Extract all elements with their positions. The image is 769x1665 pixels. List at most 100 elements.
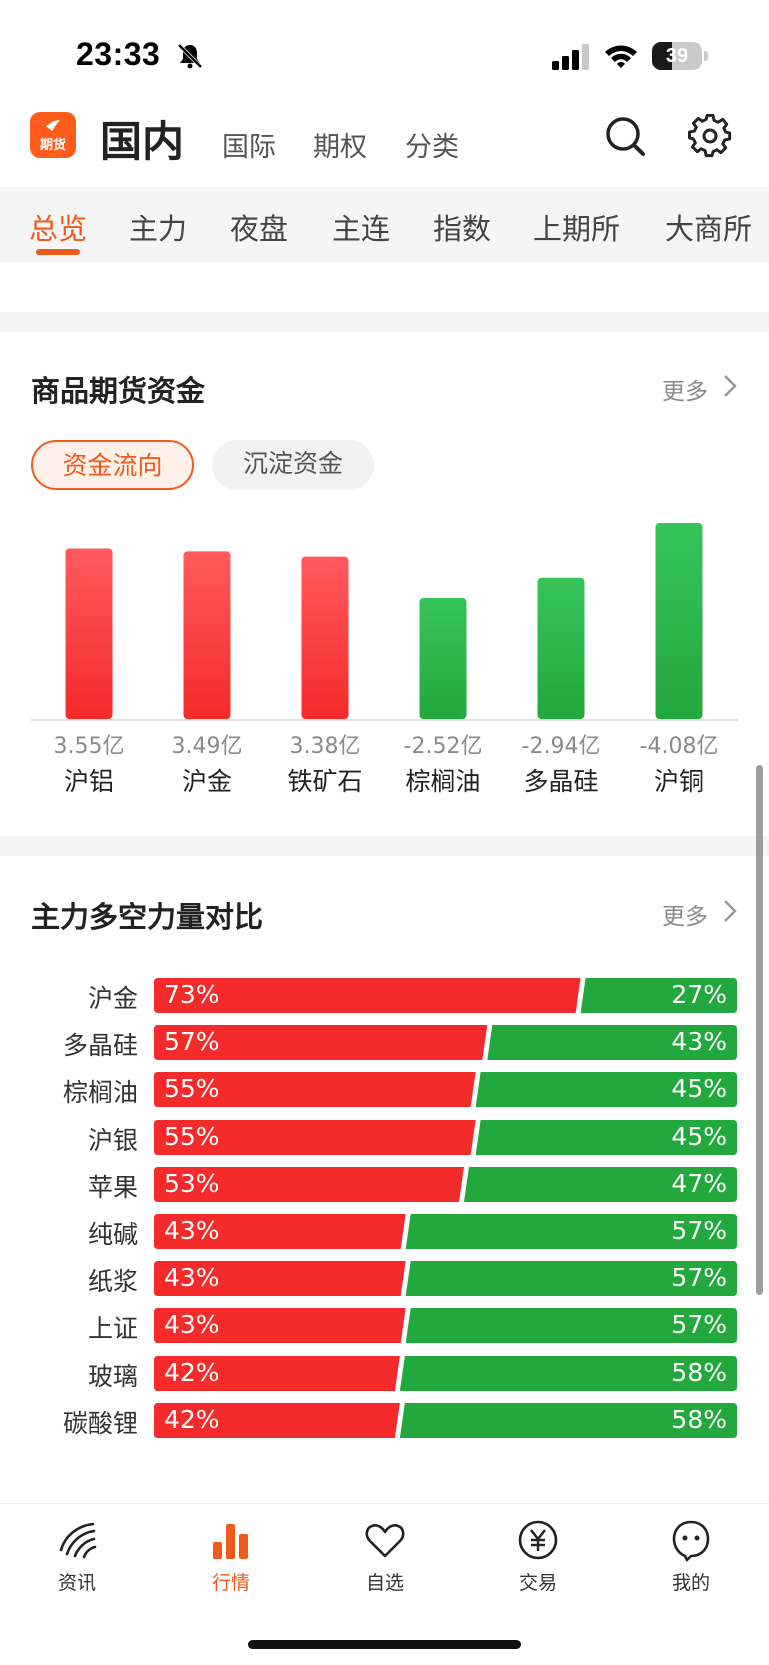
tab-options[interactable]: 期权 xyxy=(313,132,367,163)
bell-muted-icon xyxy=(177,43,203,69)
long-percent: 55% xyxy=(164,1122,220,1151)
short-bar-segment xyxy=(580,978,737,1013)
commodity-label: 纸浆 xyxy=(87,1267,138,1296)
bar-category-label: 棕榈油 xyxy=(405,767,480,796)
long-bar-segment xyxy=(154,1356,400,1391)
battery-level: 39 xyxy=(665,45,689,67)
short-percent: 45% xyxy=(671,1074,727,1103)
short-bar-segment xyxy=(487,1025,737,1060)
short-bar-segment xyxy=(475,1120,737,1155)
short-percent: 57% xyxy=(671,1263,727,1292)
commodity-label: 上证 xyxy=(87,1314,138,1343)
long-bar-segment xyxy=(154,978,581,1013)
short-bar-segment xyxy=(463,1167,737,1202)
tab-continuous[interactable]: 主连 xyxy=(332,212,391,246)
tab-categories[interactable]: 分类 xyxy=(405,132,459,163)
chart-bar[interactable] xyxy=(301,556,349,719)
search-icon[interactable] xyxy=(603,114,647,158)
nav-label: 我的 xyxy=(671,1572,710,1594)
wifi-icon xyxy=(605,45,637,68)
nav-label: 行情 xyxy=(211,1572,250,1594)
long-percent: 55% xyxy=(164,1074,220,1103)
short-percent: 57% xyxy=(671,1310,727,1339)
long-percent: 53% xyxy=(164,1169,220,1198)
page-title-domestic[interactable]: 国内 xyxy=(100,117,185,166)
tab-dce[interactable]: 大商所 xyxy=(665,212,753,246)
fund-more-link[interactable]: 更多 xyxy=(662,379,708,405)
bar-value-label: 3.38亿 xyxy=(290,734,361,759)
long-short-bar[interactable] xyxy=(154,1025,737,1060)
chart-bar[interactable] xyxy=(655,523,703,719)
yuan-icon xyxy=(518,1520,558,1560)
nav-label: 资讯 xyxy=(57,1572,96,1594)
short-percent: 58% xyxy=(671,1358,727,1387)
long-short-bar[interactable] xyxy=(154,1356,737,1391)
short-bar-segment xyxy=(399,1403,737,1438)
battery-level-fill xyxy=(652,42,672,70)
commodity-label: 玻璃 xyxy=(87,1362,138,1391)
tab-overview[interactable]: 总览 xyxy=(29,212,88,246)
short-percent: 47% xyxy=(671,1169,727,1198)
chart-bar[interactable] xyxy=(65,548,113,719)
nav-profile[interactable]: 我的 xyxy=(646,1518,736,1595)
nav-market[interactable]: 行情 xyxy=(186,1518,276,1595)
long-short-bar[interactable] xyxy=(154,978,737,1013)
long-percent: 42% xyxy=(164,1405,220,1434)
short-percent: 57% xyxy=(671,1216,727,1245)
long-short-bar[interactable] xyxy=(154,1403,737,1438)
chevron-right-icon[interactable] xyxy=(723,899,737,923)
tab-main[interactable]: 主力 xyxy=(129,212,188,246)
ratio-more-link[interactable]: 更多 xyxy=(662,904,708,930)
short-bar-segment xyxy=(475,1072,737,1107)
ratio-section-title: 主力多空力量对比 xyxy=(31,900,264,934)
long-short-bar[interactable] xyxy=(154,1120,737,1155)
long-bar-segment xyxy=(154,1120,476,1155)
short-bar-segment xyxy=(405,1214,737,1249)
market-chart-icon xyxy=(213,1524,248,1559)
bar-value-label: -2.94亿 xyxy=(522,734,601,759)
home-indicator[interactable] xyxy=(248,1640,521,1649)
long-percent: 43% xyxy=(164,1263,220,1292)
long-short-bar[interactable] xyxy=(154,1308,737,1343)
chevron-right-icon[interactable] xyxy=(723,374,737,398)
long-percent: 43% xyxy=(164,1310,220,1339)
section-divider xyxy=(0,836,769,856)
tab-international[interactable]: 国际 xyxy=(222,132,276,163)
tab-shfe[interactable]: 上期所 xyxy=(533,212,621,246)
long-short-bar[interactable] xyxy=(154,1214,737,1249)
app-logo[interactable]: 期货 xyxy=(30,112,76,158)
short-percent: 45% xyxy=(671,1122,727,1151)
long-bar-segment xyxy=(154,1214,406,1249)
commodity-label: 碳酸锂 xyxy=(62,1409,138,1438)
commodity-label: 苹果 xyxy=(87,1173,138,1202)
nav-watchlist[interactable]: 自选 xyxy=(340,1518,430,1595)
chart-bar[interactable] xyxy=(419,597,467,719)
chart-bar[interactable] xyxy=(537,577,585,719)
nav-trade[interactable]: 交易 xyxy=(493,1518,583,1595)
nav-news[interactable]: 资讯 xyxy=(32,1518,122,1595)
tab-index[interactable]: 指数 xyxy=(433,212,492,246)
commodity-label: 纯碱 xyxy=(87,1220,138,1249)
profile-icon xyxy=(672,1520,710,1562)
pill-fund-flow[interactable]: 资金流向 xyxy=(31,440,194,490)
pill-settled-funds[interactable]: 沉淀资金 xyxy=(212,440,374,490)
long-short-bar[interactable] xyxy=(154,1261,737,1296)
bar-value-label: 3.55亿 xyxy=(54,734,125,759)
long-short-bar[interactable] xyxy=(154,1072,737,1107)
long-short-bar[interactable] xyxy=(154,1167,737,1202)
long-bar-segment xyxy=(154,1261,406,1296)
chart-baseline xyxy=(31,719,739,721)
long-bar-segment xyxy=(154,1167,464,1202)
gear-icon[interactable] xyxy=(688,114,732,158)
chart-bar[interactable] xyxy=(183,551,231,719)
signal-icon xyxy=(552,44,589,70)
long-percent: 43% xyxy=(164,1216,220,1245)
bar-category-label: 多晶硅 xyxy=(523,767,598,796)
scrollbar[interactable] xyxy=(756,765,763,1295)
long-bar-segment xyxy=(154,1308,406,1343)
bar-value-label: 3.49亿 xyxy=(172,734,243,759)
tab-night[interactable]: 夜盘 xyxy=(230,212,289,246)
bar-category-label: 沪铝 xyxy=(64,767,114,796)
bar-category-label: 沪铜 xyxy=(654,767,704,796)
